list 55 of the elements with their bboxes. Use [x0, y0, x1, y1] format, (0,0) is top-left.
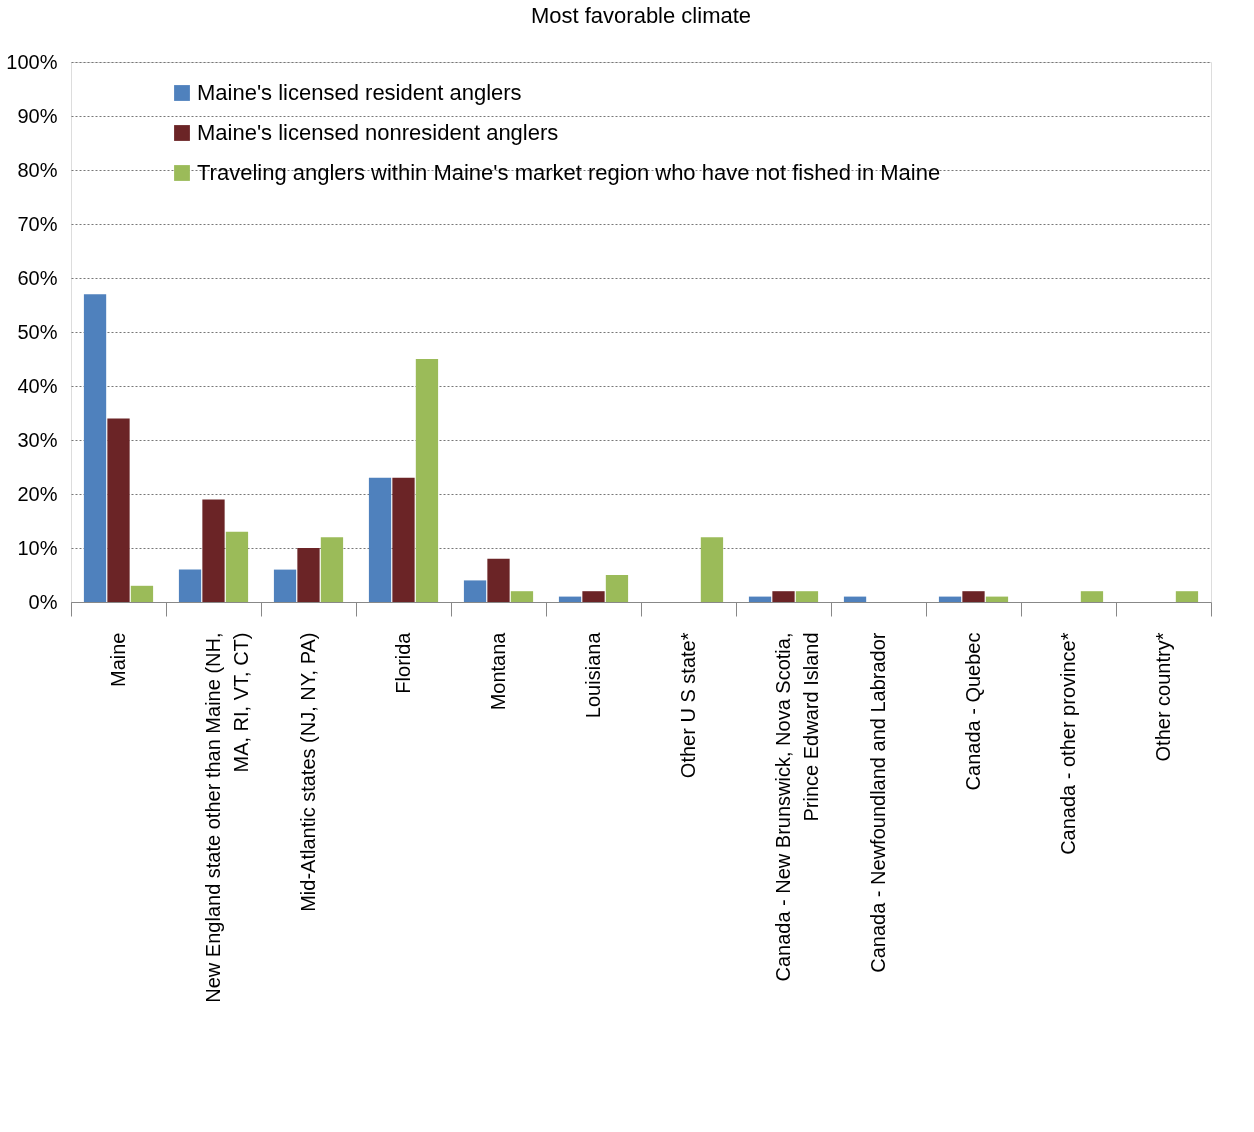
bar: [700, 537, 724, 602]
bar: [938, 596, 962, 602]
bar: [985, 596, 1009, 602]
legend-label: Traveling anglers within Maine's market region who have not fished in Maine: [197, 160, 941, 185]
x-tick-label: Canada - Quebec: [962, 632, 984, 791]
x-tick-label: Canada - other province*: [1057, 632, 1079, 855]
bar: [1175, 591, 1199, 602]
bar: [772, 591, 795, 602]
bar: [273, 569, 297, 602]
x-tick-label: Maine: [107, 632, 129, 687]
y-tick-label: 60%: [17, 266, 58, 289]
bar: [297, 548, 320, 602]
bar: [107, 418, 130, 602]
x-tick-label: Other country*: [1152, 632, 1174, 762]
bar: [843, 596, 867, 602]
x-tick-label: Canada - Newfoundland and Labrador: [867, 632, 889, 973]
legend-label: Maine's licensed resident anglers: [197, 80, 522, 105]
x-tick-label: Louisiana: [582, 631, 604, 719]
y-tick-label: 20%: [17, 482, 58, 505]
y-tick-label: 0%: [28, 590, 58, 613]
bar: [605, 575, 629, 602]
bar: [392, 477, 415, 602]
y-tick-label: 10%: [17, 536, 58, 559]
bar: [558, 596, 582, 602]
x-tick-label: Mid-Atlantic states (NJ, NY, PA): [297, 632, 319, 912]
bar: [178, 569, 202, 602]
bar: [582, 591, 605, 602]
y-tick-label: 40%: [17, 374, 58, 397]
y-tick-label: 30%: [17, 428, 58, 451]
x-tick-label: Florida: [392, 631, 414, 694]
bar: [795, 591, 819, 602]
bar: [1080, 591, 1104, 602]
bar: [225, 531, 249, 602]
y-tick-label: 70%: [17, 212, 58, 235]
y-tick-label: 80%: [17, 158, 58, 181]
chart-title: Most favorable climate: [530, 3, 752, 28]
bar: [130, 585, 154, 602]
bar: [83, 294, 107, 602]
bar: [962, 591, 985, 602]
legend-label: Maine's licensed nonresident anglers: [197, 120, 559, 145]
bar: [463, 580, 487, 602]
bar: [415, 359, 439, 602]
bar: [487, 558, 510, 602]
bar: [748, 596, 772, 602]
x-tick-label: Montana: [487, 631, 509, 711]
x-tick-label: New England state other than Maine (NH, MA, RI, VT, CT): [202, 632, 252, 1003]
y-tick-label: 50%: [17, 320, 58, 343]
y-tick-label: 100%: [6, 50, 58, 73]
bar: [510, 591, 534, 602]
x-tick-label: Canada - New Brunswick, Nova Scotia, Prince Edward Island: [772, 632, 822, 982]
bar: [368, 477, 392, 602]
y-tick-label: 90%: [17, 104, 58, 127]
bar: [320, 537, 344, 602]
bar: [202, 499, 225, 602]
x-tick-label: Other U S state*: [677, 632, 699, 779]
